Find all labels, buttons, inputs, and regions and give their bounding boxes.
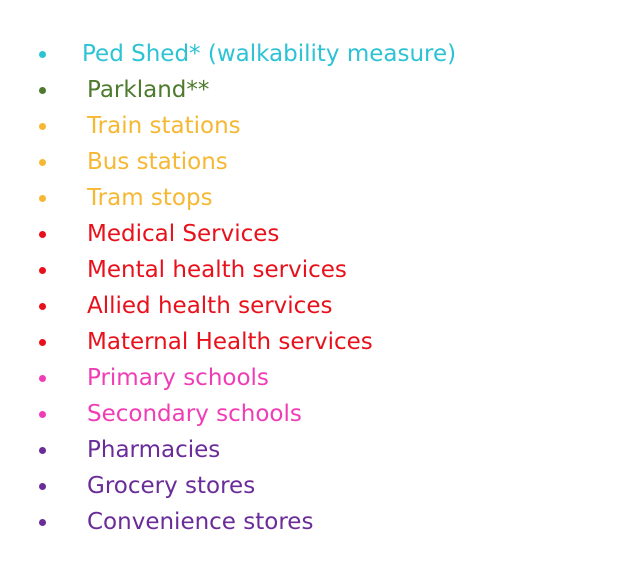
item-text: Maternal Health services bbox=[87, 329, 373, 355]
bullet bbox=[39, 51, 46, 58]
item-text: Tram stops bbox=[87, 185, 213, 211]
bullet bbox=[39, 303, 46, 310]
list-item: Ped Shed* (walkability measure) bbox=[0, 36, 638, 72]
item-text: Grocery stores bbox=[87, 473, 256, 499]
list-item: Parkland** bbox=[0, 72, 638, 108]
list-item: Pharmacies bbox=[0, 432, 638, 468]
bullet bbox=[39, 411, 46, 418]
list-item: Mental health services bbox=[0, 252, 638, 288]
item-text: Bus stations bbox=[87, 149, 228, 175]
list-item: Train stations bbox=[0, 108, 638, 144]
item-text: Convenience stores bbox=[87, 509, 314, 535]
item-text: Ped Shed* (walkability measure) bbox=[82, 41, 457, 67]
list-item: Bus stations bbox=[0, 144, 638, 180]
bullet bbox=[39, 87, 46, 94]
list-item: Medical Services bbox=[0, 216, 638, 252]
list-item: Maternal Health services bbox=[0, 324, 638, 360]
bullet bbox=[39, 339, 46, 346]
list-item: Tram stops bbox=[0, 180, 638, 216]
bullet bbox=[39, 519, 46, 526]
list-item: Grocery stores bbox=[0, 468, 638, 504]
list-item: Primary schools bbox=[0, 360, 638, 396]
item-text: Medical Services bbox=[87, 221, 280, 247]
list-item: Secondary schools bbox=[0, 396, 638, 432]
item-text: Pharmacies bbox=[87, 437, 221, 463]
bullet bbox=[39, 483, 46, 490]
item-text: Secondary schools bbox=[87, 401, 302, 427]
item-text: Parkland** bbox=[87, 77, 210, 103]
bullet bbox=[39, 375, 46, 382]
item-text: Primary schools bbox=[87, 365, 269, 391]
bullet bbox=[39, 195, 46, 202]
list-item: Allied health services bbox=[0, 288, 638, 324]
item-list: Ped Shed* (walkability measure) Parkland*… bbox=[0, 36, 638, 540]
item-text: Mental health services bbox=[87, 257, 347, 283]
bullet bbox=[39, 123, 46, 130]
item-text: Train stations bbox=[87, 113, 241, 139]
bullet bbox=[39, 267, 46, 274]
item-text: Allied health services bbox=[87, 293, 333, 319]
bullet bbox=[39, 447, 46, 454]
bullet bbox=[39, 231, 46, 238]
bullet bbox=[39, 159, 46, 166]
list-item: Convenience stores bbox=[0, 504, 638, 540]
